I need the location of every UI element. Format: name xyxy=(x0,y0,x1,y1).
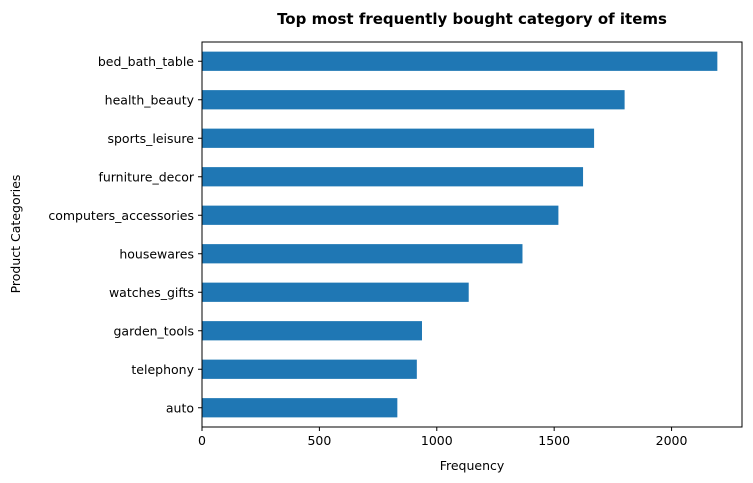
y-tick-labels: bed_bath_table health_beauty sports_leisur… xyxy=(48,54,202,415)
y-tick-label: housewares xyxy=(119,246,194,261)
x-tick-label: 1500 xyxy=(538,433,570,448)
y-tick-label: garden_tools xyxy=(114,323,195,338)
x-axis-label: Frequency xyxy=(440,458,505,473)
bar-watches_gifts xyxy=(202,282,469,302)
y-tick-label: health_beauty xyxy=(105,92,195,107)
bar-telephony xyxy=(202,359,417,379)
y-tick-label: watches_gifts xyxy=(109,285,194,300)
bar-garden_tools xyxy=(202,321,422,341)
x-tick-label: 0 xyxy=(198,433,206,448)
bar-bed_bath_table xyxy=(202,51,718,71)
y-axis-label: Product Categories xyxy=(8,175,23,294)
y-tick-label: computers_accessories xyxy=(48,208,194,223)
y-tick-label: telephony xyxy=(131,362,194,377)
plot-frame xyxy=(201,41,743,428)
y-tick-label: bed_bath_table xyxy=(98,54,194,69)
y-tick-label: sports_leisure xyxy=(107,131,194,146)
y-tick-label: auto xyxy=(166,400,194,415)
bar-sports_leisure xyxy=(202,128,595,148)
bar-computers_accessories xyxy=(202,205,559,225)
x-tick-label: 2000 xyxy=(656,433,688,448)
x-ticks: 0 500 1000 1500 2000 xyxy=(198,427,688,448)
bar-health_beauty xyxy=(202,90,625,110)
bar-furniture_decor xyxy=(202,167,584,187)
x-tick-label: 1000 xyxy=(421,433,453,448)
chart-title: Top most frequently bought category of i… xyxy=(277,10,667,28)
y-tick-label: furniture_decor xyxy=(98,169,194,184)
bar-housewares xyxy=(202,244,523,264)
bars-group xyxy=(202,51,718,418)
x-tick-label: 500 xyxy=(307,433,331,448)
bar-auto xyxy=(202,398,398,418)
